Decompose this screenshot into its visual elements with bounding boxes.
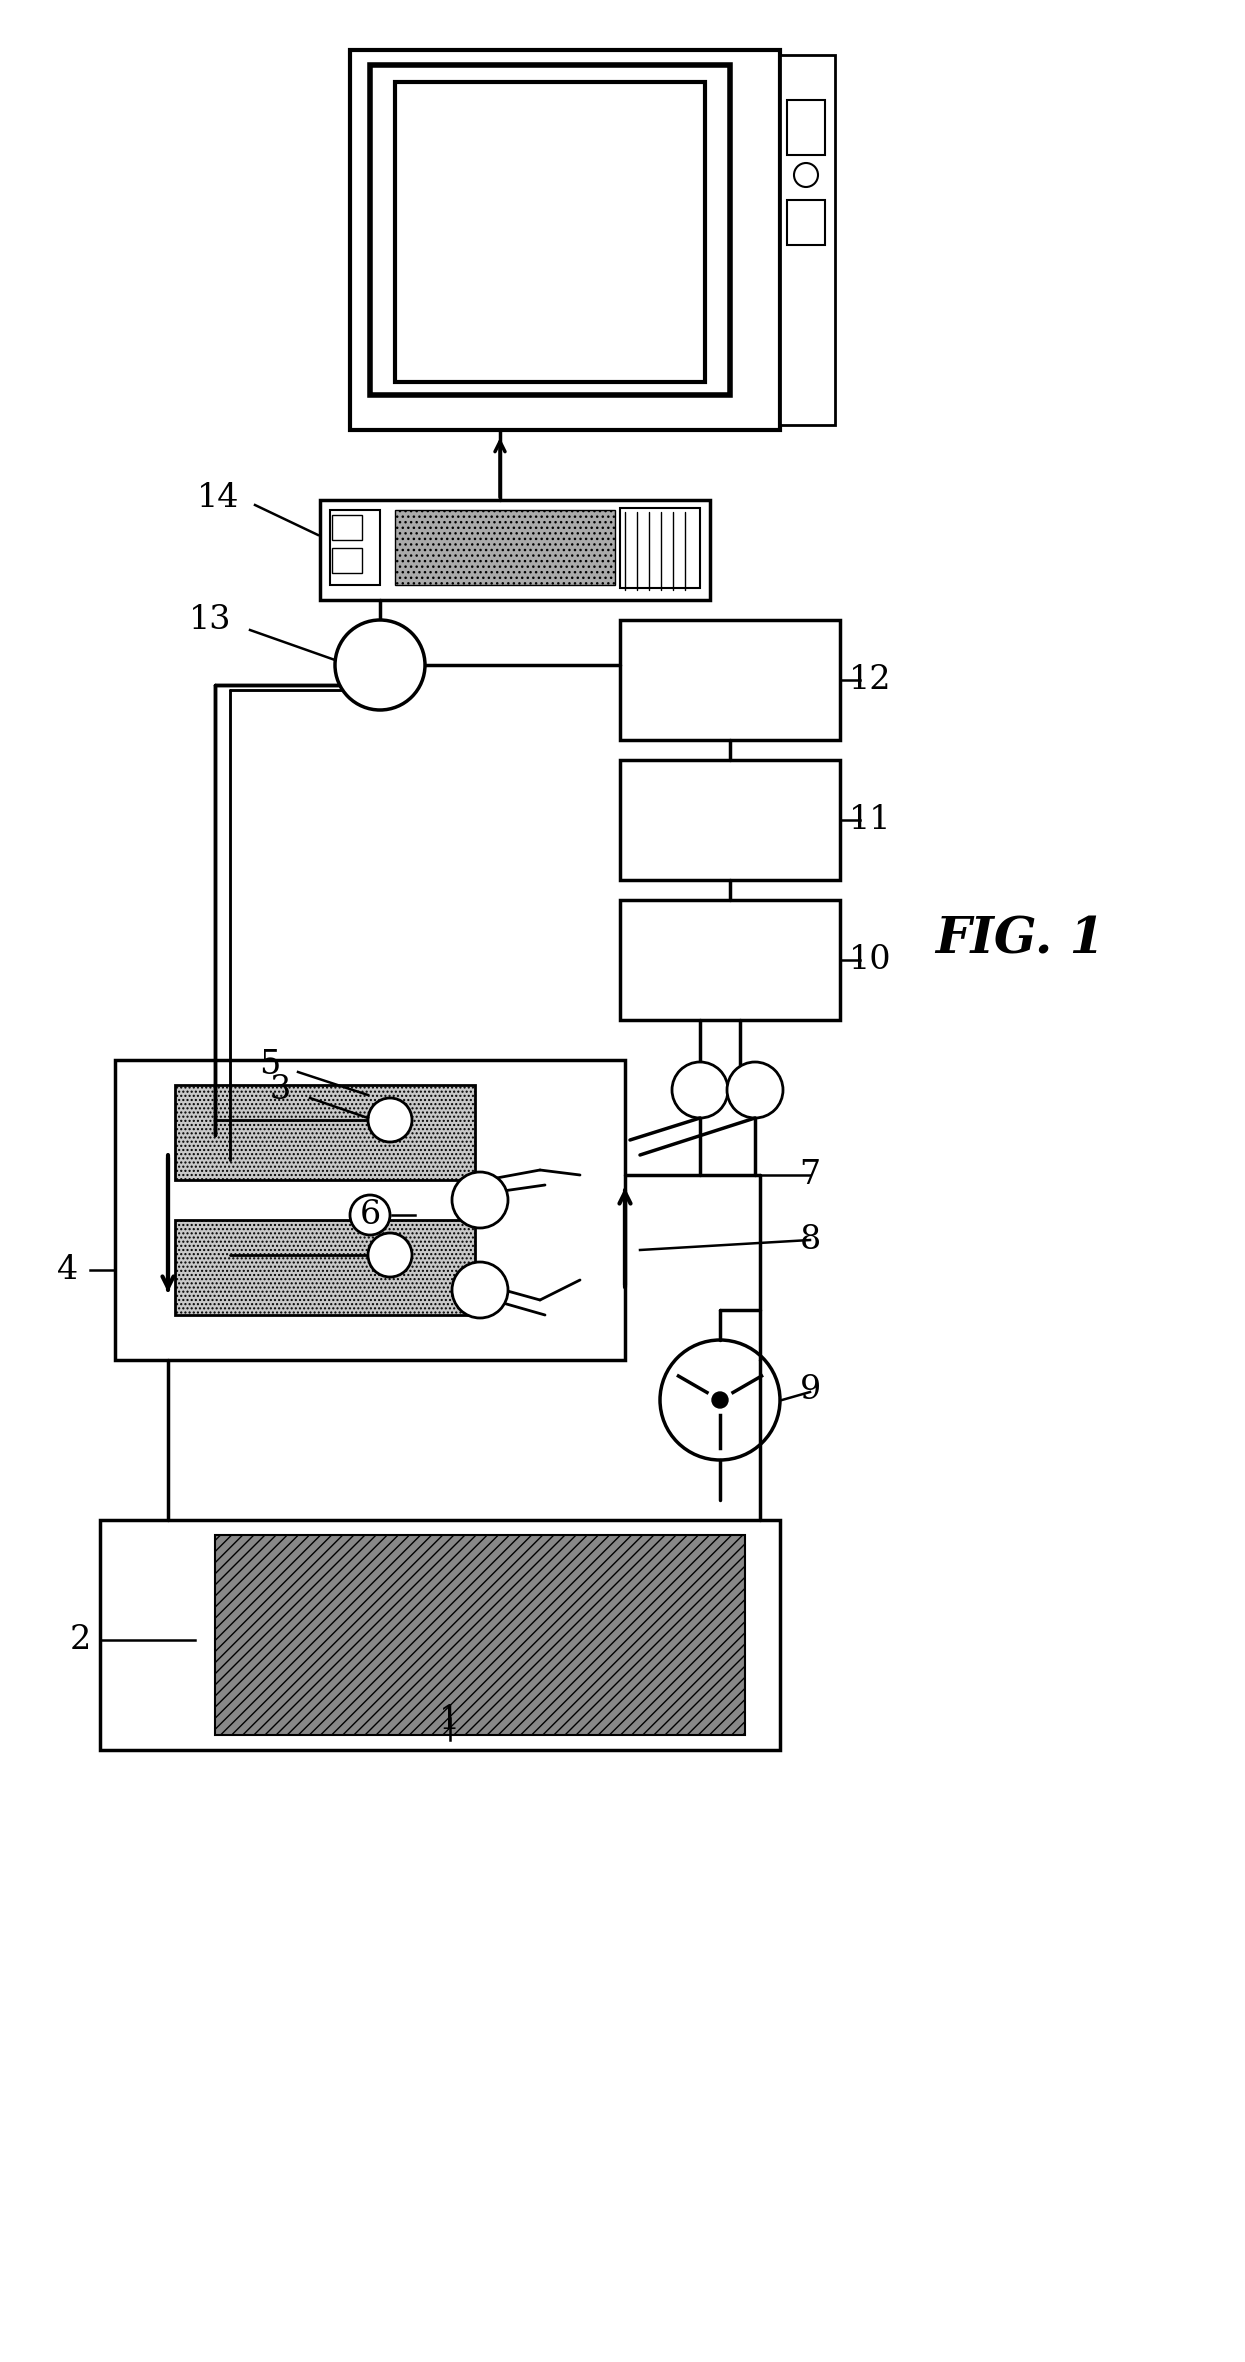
Bar	[215, 1535, 745, 1736]
Bar	[620, 619, 840, 739]
Circle shape	[660, 1339, 781, 1460]
Text: 6: 6	[360, 1200, 381, 1231]
Text: 8: 8	[799, 1224, 820, 1257]
Text: 13: 13	[189, 605, 232, 635]
Bar	[330, 510, 380, 586]
Text: 10: 10	[849, 945, 891, 976]
Text: FIG. 1: FIG. 1	[935, 916, 1104, 964]
Bar	[332, 515, 362, 541]
Bar	[176, 1084, 476, 1181]
Circle shape	[335, 619, 425, 711]
Text: 5: 5	[259, 1049, 280, 1082]
Bar	[115, 1061, 625, 1361]
Circle shape	[794, 163, 818, 187]
Bar	[395, 510, 615, 586]
Bar	[215, 1535, 745, 1736]
Text: 1: 1	[439, 1703, 461, 1736]
Circle shape	[452, 1261, 508, 1318]
Bar	[620, 900, 840, 1020]
Text: 4: 4	[57, 1254, 78, 1285]
Bar	[787, 201, 825, 246]
Bar	[395, 83, 705, 383]
Text: 14: 14	[197, 482, 239, 515]
Bar	[332, 548, 362, 574]
Bar	[787, 99, 825, 156]
Circle shape	[727, 1063, 783, 1117]
Text: 3: 3	[269, 1075, 290, 1105]
Circle shape	[369, 1098, 412, 1141]
Bar	[176, 1221, 476, 1316]
Text: 7: 7	[799, 1160, 820, 1190]
Bar	[781, 54, 835, 425]
Bar	[350, 50, 781, 430]
Bar	[100, 1521, 781, 1750]
Bar	[620, 761, 840, 881]
Bar	[620, 508, 700, 588]
Circle shape	[672, 1063, 728, 1117]
Circle shape	[452, 1172, 508, 1228]
Text: 9: 9	[799, 1375, 820, 1405]
Bar	[320, 501, 710, 600]
Text: 11: 11	[849, 803, 891, 836]
Text: 2: 2	[70, 1625, 91, 1656]
Circle shape	[350, 1195, 390, 1235]
Bar	[370, 66, 730, 394]
Circle shape	[712, 1391, 728, 1408]
Text: 12: 12	[849, 664, 891, 697]
Circle shape	[369, 1233, 412, 1278]
